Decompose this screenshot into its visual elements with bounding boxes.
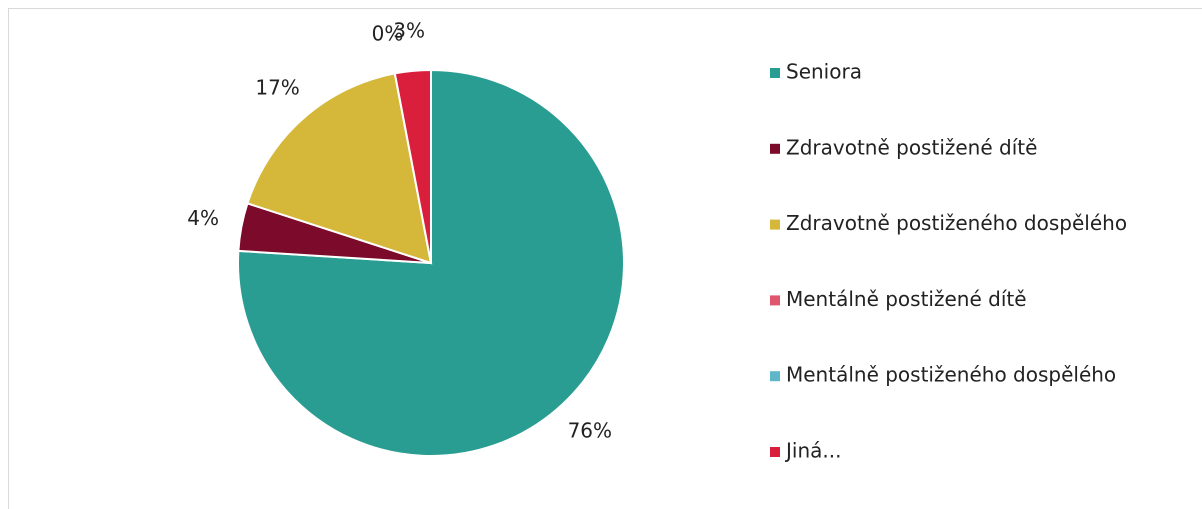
data-label: 0% [372, 22, 404, 46]
legend-label: Mentálně postižené dítě [786, 287, 1027, 311]
data-label: 4% [187, 206, 219, 230]
chart-border [8, 8, 1202, 509]
legend-label: Seniora [786, 60, 862, 84]
pie-slice [246, 72, 433, 265]
legend-swatch [770, 68, 780, 78]
legend-swatch [770, 143, 780, 154]
data-label: 3% [393, 19, 425, 43]
legend-label: Mentálně postiženého dospělého [786, 363, 1116, 387]
legend-label: Zdravotně postiženého dospělého [786, 211, 1127, 235]
legend-swatch [770, 295, 780, 306]
legend-swatch [770, 219, 780, 230]
legend-swatch [770, 371, 780, 382]
legend-label: Zdravotně postižené dítě [786, 135, 1037, 159]
legend-swatch [770, 447, 780, 457]
legend-label: Jiná... [784, 439, 841, 463]
pie-slice [393, 68, 432, 264]
data-label: 17% [255, 75, 299, 99]
pie-slice [237, 68, 625, 457]
data-label: 76% [568, 419, 612, 443]
